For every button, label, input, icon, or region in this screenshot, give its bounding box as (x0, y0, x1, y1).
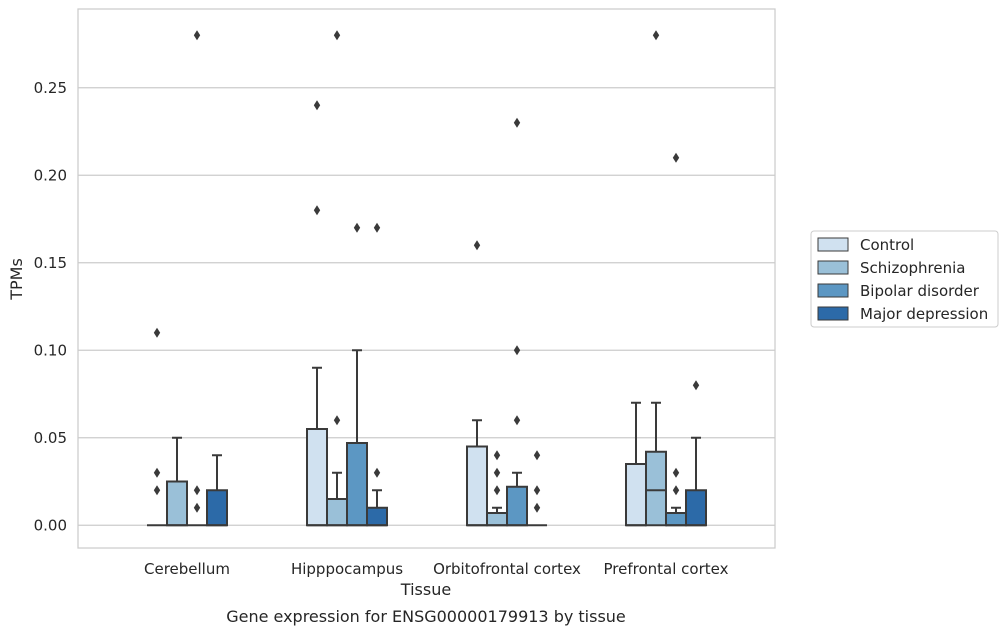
box-body (346, 442, 368, 527)
outlier-marker (692, 380, 700, 391)
outlier-marker (373, 222, 381, 233)
legend-swatch (817, 306, 849, 321)
outlier-marker (672, 485, 680, 496)
y-tick-label: 0.15 (34, 254, 67, 272)
outlier-marker (193, 502, 201, 513)
y-tick-labels: 0.00 0.05 0.10 0.15 0.20 0.25 (34, 79, 67, 535)
x-tick-label: Orbitofrontal cortex (433, 560, 581, 578)
box-body (306, 428, 328, 527)
y-tick-label: 0.05 (34, 429, 67, 447)
chart-caption: Gene expression for ENSG00000179913 by t… (226, 607, 626, 626)
x-tick-label: Prefrontal cortex (604, 560, 729, 578)
legend-label: Major depression (860, 305, 988, 323)
x-tick-label: Hipppocampus (291, 560, 403, 578)
box-0-0 (147, 327, 167, 527)
legend-frame (810, 230, 999, 328)
box-body (326, 498, 348, 527)
box-3-2 (665, 152, 687, 527)
outlier-marker (493, 485, 501, 496)
outlier-marker (313, 205, 321, 216)
grid-lines (78, 87, 775, 526)
box-body (645, 450, 667, 527)
box-0-3 (206, 454, 228, 527)
outlier-marker (153, 467, 161, 478)
legend-swatch (817, 237, 849, 252)
outlier-marker (353, 222, 361, 233)
box-body (625, 463, 647, 527)
outlier-marker (333, 415, 341, 426)
outlier-marker (493, 450, 501, 461)
box-1-2 (346, 222, 368, 527)
outlier-marker (493, 467, 501, 478)
y-tick-label: 0.25 (34, 79, 67, 97)
box-body (206, 489, 228, 527)
outlier-marker (193, 30, 201, 41)
outlier-marker (652, 30, 660, 41)
legend-label: Schizophrenia (860, 259, 965, 277)
legend-swatch (817, 260, 849, 275)
outlier-marker (473, 240, 481, 251)
box-body (166, 480, 188, 527)
outlier-marker (533, 485, 541, 496)
boxes (147, 30, 707, 527)
box-3-0 (625, 401, 647, 527)
outlier-marker (533, 450, 541, 461)
legend-items: Control Schizophrenia Bipolar disorder Majo… (817, 236, 988, 323)
box-0-2 (187, 30, 207, 527)
box-3-1 (645, 30, 667, 527)
legend-swatch (817, 283, 849, 298)
legend-label: Bipolar disorder (860, 282, 980, 300)
y-axis-title: TPMs (7, 258, 26, 301)
box-2-3 (527, 450, 547, 527)
box-2-2 (506, 117, 528, 527)
box-body (685, 489, 707, 527)
outlier-marker (672, 152, 680, 163)
outlier-marker (153, 327, 161, 338)
box-3-3 (685, 380, 707, 527)
box-body (486, 512, 508, 527)
outlier-marker (333, 30, 341, 41)
box-body (665, 512, 687, 527)
box-1-1 (326, 30, 348, 527)
outlier-marker (193, 485, 201, 496)
outlier-marker (153, 485, 161, 496)
plot-area-frame (77, 8, 776, 549)
box-body (466, 445, 488, 527)
outlier-marker (313, 100, 321, 111)
outlier-marker (373, 467, 381, 478)
box-1-0 (306, 100, 328, 527)
outlier-marker (513, 117, 521, 128)
x-tick-labels: Cerebellum Hipppocampus Orbitofrontal cort… (144, 560, 729, 578)
box-0-1 (166, 436, 188, 527)
box-1-3 (366, 222, 388, 527)
outlier-marker (513, 415, 521, 426)
box-2-1 (486, 450, 508, 527)
x-axis-title: Tissue (400, 580, 451, 599)
outlier-marker (672, 467, 680, 478)
y-tick-label: 0.10 (34, 341, 67, 359)
legend-label: Control (860, 236, 914, 254)
outlier-marker (513, 345, 521, 356)
box-body (366, 506, 388, 527)
x-tick-label: Cerebellum (144, 560, 230, 578)
legend: Control Schizophrenia Bipolar disorder Majo… (810, 230, 999, 328)
box-2-0 (466, 240, 488, 527)
outlier-marker (533, 502, 541, 513)
y-tick-label: 0.20 (34, 166, 67, 184)
box-body (506, 485, 528, 527)
y-tick-label: 0.00 (34, 516, 67, 534)
